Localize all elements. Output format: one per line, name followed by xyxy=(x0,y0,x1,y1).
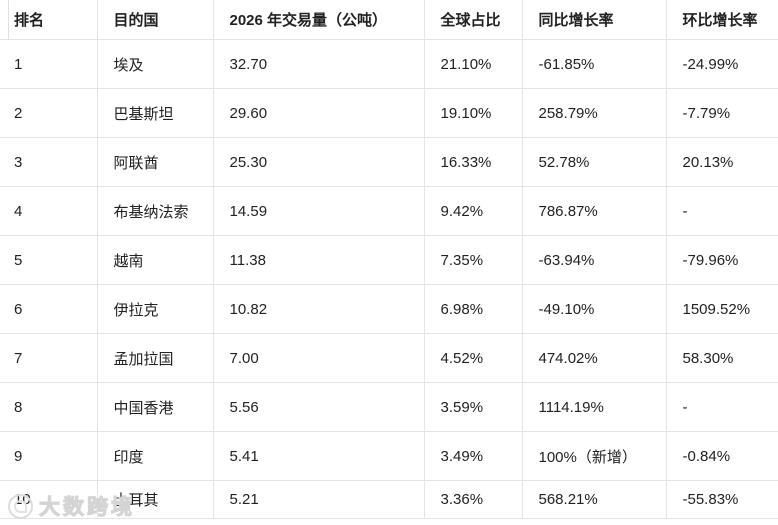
table-cell: 布基纳法索 xyxy=(96,186,213,236)
table-cell: 土耳其 xyxy=(96,480,213,519)
table-cell: 100%（新增） xyxy=(521,431,666,481)
table-row: 9 印度 5.41 3.49% 100%（新增） -0.84% xyxy=(0,431,778,481)
table-cell: 25.30 xyxy=(212,137,424,187)
table-cell: -55.83% xyxy=(665,480,778,519)
table-cell: 11.38 xyxy=(212,235,424,285)
table-cell: 568.21% xyxy=(521,480,666,519)
table-row: 4 布基纳法索 14.59 9.42% 786.87% - xyxy=(0,186,778,236)
table-row: 10 土耳其 5.21 3.36% 568.21% -55.83% xyxy=(0,480,778,519)
column-header: 排名 xyxy=(0,0,97,40)
table-row: 2 巴基斯坦 29.60 19.10% 258.79% -7.79% xyxy=(0,88,778,138)
table-cell: 10 xyxy=(0,480,97,519)
table-cell: 3.49% xyxy=(423,431,522,481)
table-cell: -0.84% xyxy=(665,431,778,481)
table-cell: 58.30% xyxy=(665,333,778,383)
table-cell: 3 xyxy=(0,137,97,187)
table-row: 6 伊拉克 10.82 6.98% -49.10% 1509.52% xyxy=(0,284,778,334)
table-cell: 3.59% xyxy=(423,382,522,432)
table-row: 7 孟加拉国 7.00 4.52% 474.02% 58.30% xyxy=(0,333,778,383)
column-header: 目的国 xyxy=(96,0,213,40)
table-cell: 21.10% xyxy=(423,39,522,89)
table-cell: 5.41 xyxy=(212,431,424,481)
table-cell: 16.33% xyxy=(423,137,522,187)
table-cell: 孟加拉国 xyxy=(96,333,213,383)
table-cell: 6 xyxy=(0,284,97,334)
table-cell: -79.96% xyxy=(665,235,778,285)
table-cell: 3.36% xyxy=(423,480,522,519)
table-cell: 7.35% xyxy=(423,235,522,285)
table-cell: 474.02% xyxy=(521,333,666,383)
table-header: 排名 目的国 2026 年交易量（公吨） 全球占比 同比增长率 环比增长率 xyxy=(0,0,778,40)
table-cell: 阿联酋 xyxy=(96,137,213,187)
table-body: 1 埃及 32.70 21.10% -61.85% -24.99% 2 巴基斯坦 29.60 19… xyxy=(0,39,778,519)
table-cell: 1 xyxy=(0,39,97,89)
table-row: 5 越南 11.38 7.35% -63.94% -79.96% xyxy=(0,235,778,285)
table-cell: - xyxy=(665,382,778,432)
table-cell: 20.13% xyxy=(665,137,778,187)
header-left-divider xyxy=(8,0,9,40)
table-cell: -63.94% xyxy=(521,235,666,285)
table-cell: 32.70 xyxy=(212,39,424,89)
table-cell: -24.99% xyxy=(665,39,778,89)
table-cell: 1114.19% xyxy=(521,382,666,432)
table-cell: -7.79% xyxy=(665,88,778,138)
table-cell: 埃及 xyxy=(96,39,213,89)
column-header: 全球占比 xyxy=(423,0,522,40)
table-cell: 中国香港 xyxy=(96,382,213,432)
header-row: 排名 目的国 2026 年交易量（公吨） 全球占比 同比增长率 环比增长率 xyxy=(0,0,778,40)
table-cell: 7 xyxy=(0,333,97,383)
table-cell: 5 xyxy=(0,235,97,285)
column-header: 同比增长率 xyxy=(521,0,666,40)
table-cell: 5.21 xyxy=(212,480,424,519)
table-cell: 786.87% xyxy=(521,186,666,236)
table-cell: - xyxy=(665,186,778,236)
table-cell: 伊拉克 xyxy=(96,284,213,334)
table-cell: 4.52% xyxy=(423,333,522,383)
table-cell: 7.00 xyxy=(212,333,424,383)
table-cell: 10.82 xyxy=(212,284,424,334)
table-cell: 印度 xyxy=(96,431,213,481)
table-row: 3 阿联酋 25.30 16.33% 52.78% 20.13% xyxy=(0,137,778,187)
column-header: 2026 年交易量（公吨） xyxy=(212,0,424,40)
table-cell: 5.56 xyxy=(212,382,424,432)
table-cell: 258.79% xyxy=(521,88,666,138)
table-cell: 巴基斯坦 xyxy=(96,88,213,138)
table-row: 1 埃及 32.70 21.10% -61.85% -24.99% xyxy=(0,39,778,89)
table-cell: -61.85% xyxy=(521,39,666,89)
table-row: 8 中国香港 5.56 3.59% 1114.19% - xyxy=(0,382,778,432)
table-cell: 14.59 xyxy=(212,186,424,236)
table-cell: 6.98% xyxy=(423,284,522,334)
table-cell: 9 xyxy=(0,431,97,481)
column-header: 环比增长率 xyxy=(665,0,778,40)
table-cell: 29.60 xyxy=(212,88,424,138)
table-cell: 1509.52% xyxy=(665,284,778,334)
table-cell: -49.10% xyxy=(521,284,666,334)
table-cell: 4 xyxy=(0,186,97,236)
table-cell: 52.78% xyxy=(521,137,666,187)
table-cell: 8 xyxy=(0,382,97,432)
table-cell: 2 xyxy=(0,88,97,138)
table-cell: 19.10% xyxy=(423,88,522,138)
table-cell: 越南 xyxy=(96,235,213,285)
table-cell: 9.42% xyxy=(423,186,522,236)
